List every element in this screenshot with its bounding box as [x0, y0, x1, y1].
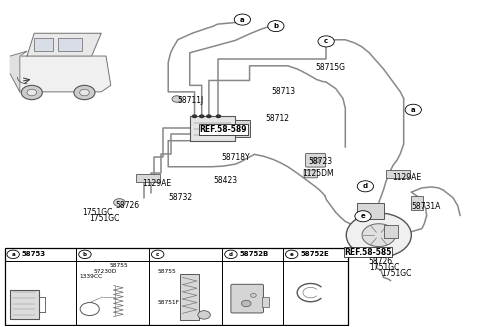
Circle shape — [206, 114, 212, 118]
Text: a: a — [240, 17, 245, 23]
Polygon shape — [10, 56, 111, 92]
Text: 58718Y: 58718Y — [222, 153, 251, 162]
Circle shape — [216, 114, 221, 118]
Text: 57230D: 57230D — [94, 269, 117, 274]
Text: d: d — [229, 252, 233, 257]
Circle shape — [79, 250, 91, 259]
Circle shape — [362, 224, 396, 247]
Circle shape — [114, 199, 125, 206]
Circle shape — [286, 250, 298, 259]
Circle shape — [152, 250, 164, 259]
Text: d: d — [363, 183, 368, 189]
Bar — [235, 120, 250, 137]
Text: 58755: 58755 — [110, 263, 129, 268]
Text: b: b — [273, 23, 278, 29]
Circle shape — [74, 85, 95, 100]
Circle shape — [198, 311, 210, 319]
Circle shape — [312, 158, 320, 163]
Text: 58715G: 58715G — [316, 63, 346, 72]
FancyBboxPatch shape — [231, 284, 264, 313]
Text: 58755: 58755 — [157, 269, 177, 274]
Bar — [384, 225, 398, 238]
Text: a: a — [11, 252, 15, 257]
FancyBboxPatch shape — [304, 170, 318, 178]
Circle shape — [268, 21, 284, 32]
Circle shape — [323, 40, 329, 43]
Circle shape — [172, 96, 181, 102]
Text: 58731A: 58731A — [411, 202, 440, 211]
Circle shape — [405, 104, 421, 115]
Circle shape — [80, 89, 89, 96]
Circle shape — [251, 293, 256, 297]
Text: 1751GC: 1751GC — [89, 214, 120, 223]
Text: 58751F: 58751F — [157, 300, 180, 305]
Bar — [4, 248, 348, 325]
Text: 1751GC: 1751GC — [82, 208, 112, 217]
Text: 1339CC: 1339CC — [79, 274, 102, 279]
Circle shape — [355, 211, 371, 222]
Text: c: c — [156, 252, 159, 257]
Polygon shape — [10, 51, 27, 92]
Text: 58752B: 58752B — [240, 251, 269, 257]
Text: REF.58-589: REF.58-589 — [199, 125, 247, 134]
Bar — [190, 116, 235, 141]
Text: 1751GC: 1751GC — [381, 269, 411, 278]
Text: 58732: 58732 — [168, 193, 192, 202]
Circle shape — [225, 250, 237, 259]
Text: 58752E: 58752E — [300, 251, 329, 257]
Text: 58423: 58423 — [214, 176, 238, 185]
Text: 58713: 58713 — [271, 87, 295, 96]
Bar — [58, 38, 82, 51]
Text: b: b — [83, 252, 87, 257]
Circle shape — [357, 181, 373, 192]
Text: c: c — [324, 38, 328, 44]
Circle shape — [318, 36, 334, 47]
Circle shape — [21, 85, 42, 100]
Bar — [262, 297, 269, 307]
Bar — [180, 274, 199, 320]
Text: e: e — [360, 213, 365, 219]
Circle shape — [234, 14, 251, 25]
Bar — [386, 170, 410, 178]
Text: 1125DM: 1125DM — [302, 169, 334, 178]
Bar — [136, 174, 160, 182]
Circle shape — [199, 114, 204, 118]
Text: 58712: 58712 — [265, 114, 289, 123]
Text: 58753: 58753 — [22, 251, 46, 257]
Text: 58711J: 58711J — [178, 95, 204, 105]
Circle shape — [192, 114, 197, 118]
Text: 1751GC: 1751GC — [369, 263, 399, 271]
Text: 58726: 58726 — [368, 257, 392, 266]
Text: 58723: 58723 — [309, 157, 333, 166]
Text: e: e — [290, 252, 294, 257]
Text: 58726: 58726 — [116, 201, 140, 210]
Circle shape — [80, 302, 99, 316]
Text: a: a — [411, 107, 416, 113]
Polygon shape — [27, 33, 101, 56]
Bar — [357, 203, 384, 219]
Circle shape — [273, 24, 279, 28]
Text: REF.58-585: REF.58-585 — [344, 248, 392, 257]
Text: 1129AE: 1129AE — [142, 179, 171, 188]
Bar — [34, 38, 53, 51]
Circle shape — [241, 300, 251, 307]
FancyBboxPatch shape — [306, 153, 325, 167]
Circle shape — [27, 89, 36, 96]
Circle shape — [7, 250, 19, 259]
Bar — [411, 196, 423, 210]
Circle shape — [346, 213, 411, 257]
Text: 1129AE: 1129AE — [392, 173, 421, 182]
Circle shape — [240, 18, 245, 22]
Bar — [10, 289, 39, 319]
